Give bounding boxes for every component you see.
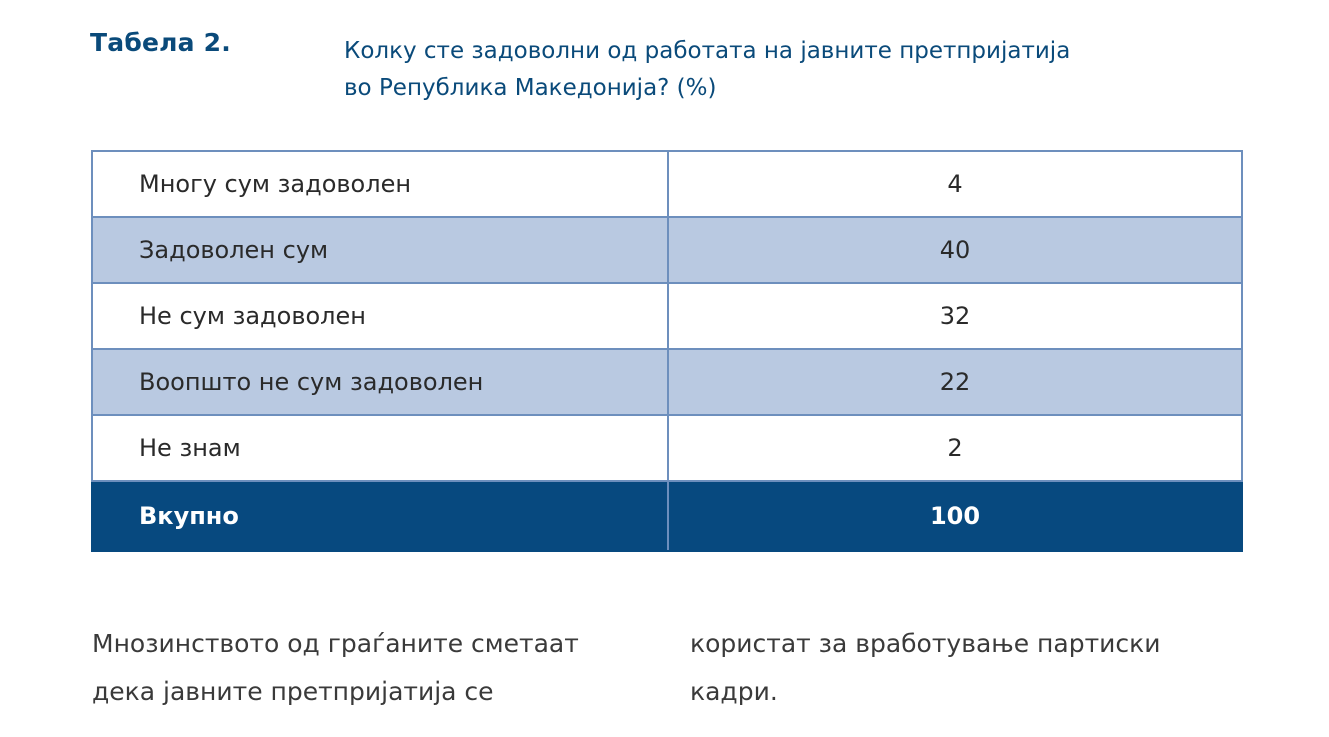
table-title-line-1: Колку сте задоволни од работата на јавни… xyxy=(344,38,1071,64)
table-row: Воопшто не сум задоволен 22 xyxy=(91,348,1243,416)
body-text-left-column: Мнозинството од граѓаните сметаат дека ј… xyxy=(92,620,579,716)
satisfaction-table: Многу сум задоволен 4 Задоволен сум 40 Н… xyxy=(91,150,1243,552)
table-title: Колку сте задоволни од работата на јавни… xyxy=(344,33,1244,107)
row-value: 2 xyxy=(667,414,1243,482)
table-title-line-2: во Република Македонија? (%) xyxy=(344,75,717,101)
row-label: Задоволен сум xyxy=(91,216,669,284)
row-value: 4 xyxy=(667,150,1243,218)
table-number-label: Табела 2. xyxy=(90,28,231,57)
table-row: Не сум задоволен 32 xyxy=(91,282,1243,350)
body-text-line: користат за вработување партиски xyxy=(690,629,1161,658)
body-text-line: дека јавните претпријатија се xyxy=(92,677,494,706)
body-text-line: Мнозинството од граѓаните сметаат xyxy=(92,629,579,658)
row-label: Не знам xyxy=(91,414,669,482)
total-row: Вкупно 100 xyxy=(91,480,1243,552)
table-row: Не знам 2 xyxy=(91,414,1243,482)
row-value: 22 xyxy=(667,348,1243,416)
total-label: Вкупно xyxy=(91,480,669,552)
table-row: Задоволен сум 40 xyxy=(91,216,1243,284)
row-label: Не сум задоволен xyxy=(91,282,669,350)
body-text-right-column: користат за вработување партиски кадри. xyxy=(690,620,1160,716)
row-label: Многу сум задоволен xyxy=(91,150,669,218)
row-label: Воопшто не сум задоволен xyxy=(91,348,669,416)
row-value: 40 xyxy=(667,216,1243,284)
table-row: Многу сум задоволен 4 xyxy=(91,150,1243,218)
body-text-line: кадри. xyxy=(690,677,778,706)
total-value: 100 xyxy=(667,480,1243,552)
row-value: 32 xyxy=(667,282,1243,350)
